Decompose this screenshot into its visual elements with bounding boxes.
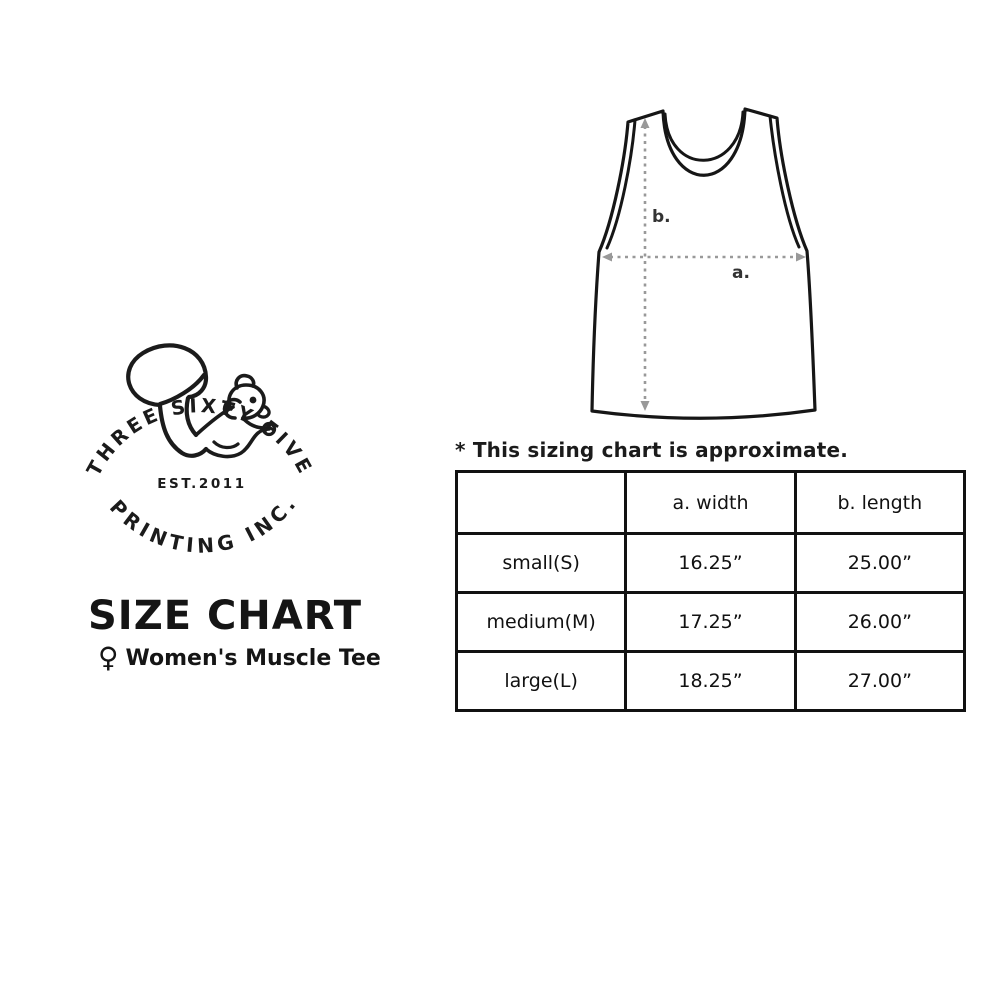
header-width-cell: a. width bbox=[624, 470, 797, 535]
size-table-header: a. width b. length bbox=[454, 470, 967, 535]
length-label: b. bbox=[652, 207, 671, 227]
arrow-down-icon bbox=[640, 401, 650, 411]
logo-arc-top-text: THREE SIXTY FIVE bbox=[82, 394, 318, 480]
width-cell: 18.25” bbox=[624, 650, 797, 712]
table-header-row: a. width b. length bbox=[454, 470, 967, 535]
width-label: a. bbox=[732, 263, 750, 283]
length-cell: 26.00” bbox=[793, 591, 967, 653]
arrow-up-icon bbox=[640, 118, 650, 128]
table-row: large(L) 18.25” 27.00” bbox=[454, 650, 967, 712]
header-length-cell: b. length bbox=[793, 470, 967, 535]
logo-arc-bottom-text: PRINTING INC. bbox=[105, 490, 303, 558]
width-cell: 17.25” bbox=[624, 591, 797, 653]
dimension-lines: b. a. bbox=[602, 118, 806, 411]
squirrel-icon bbox=[126, 343, 277, 459]
width-cell: 16.25” bbox=[624, 532, 797, 594]
size-cell: medium(M) bbox=[454, 591, 628, 653]
arrow-right-icon bbox=[796, 252, 806, 262]
size-cell: large(L) bbox=[454, 650, 628, 712]
approximate-note: * This sizing chart is approximate. bbox=[455, 438, 849, 462]
garment-diagram: b. a. bbox=[590, 107, 817, 420]
muscle-tee-outline bbox=[590, 107, 817, 420]
size-table: a. width b. length small(S) 16.25” 25.00… bbox=[454, 470, 967, 712]
brand-logo: THREE SIXTY FIVE PRINTING INC. EST.2011 bbox=[82, 343, 318, 558]
size-cell: small(S) bbox=[454, 532, 628, 594]
length-cell: 25.00” bbox=[793, 532, 967, 594]
female-symbol-icon: ♀ bbox=[98, 641, 119, 674]
table-row: small(S) 16.25” 25.00” bbox=[454, 532, 967, 594]
product-subtitle: ♀ Women's Muscle Tee bbox=[98, 644, 381, 672]
header-size-cell bbox=[454, 470, 628, 535]
product-name: Women's Muscle Tee bbox=[125, 645, 381, 671]
tee-stitching bbox=[605, 110, 801, 250]
page-title: SIZE CHART bbox=[88, 593, 363, 639]
length-cell: 27.00” bbox=[793, 650, 967, 712]
table-row: medium(M) 17.25” 26.00” bbox=[454, 591, 967, 653]
logo-est-text: EST.2011 bbox=[157, 476, 247, 492]
arrow-left-icon bbox=[602, 252, 612, 262]
